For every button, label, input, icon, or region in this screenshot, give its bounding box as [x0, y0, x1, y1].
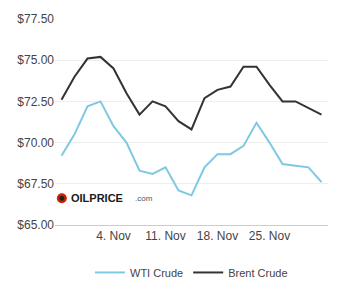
svg-text:Brent Crude: Brent Crude: [228, 267, 287, 279]
svg-text:WTI Crude: WTI Crude: [130, 267, 183, 279]
svg-text:OILPRICE: OILPRICE: [71, 192, 123, 204]
svg-text:25. Nov: 25. Nov: [249, 229, 290, 243]
svg-text:$70.00: $70.00: [17, 136, 54, 150]
svg-text:$72.50: $72.50: [17, 95, 54, 109]
svg-text:18. Nov: 18. Nov: [197, 229, 238, 243]
svg-text:$65.00: $65.00: [17, 218, 54, 232]
svg-text:.com: .com: [135, 194, 153, 203]
svg-text:$67.50: $67.50: [17, 177, 54, 191]
svg-text:$77.50: $77.50: [17, 12, 54, 26]
svg-text:11. Nov: 11. Nov: [145, 229, 185, 243]
svg-text:$75.00: $75.00: [17, 53, 54, 67]
svg-text:4. Nov: 4. Nov: [96, 229, 131, 243]
